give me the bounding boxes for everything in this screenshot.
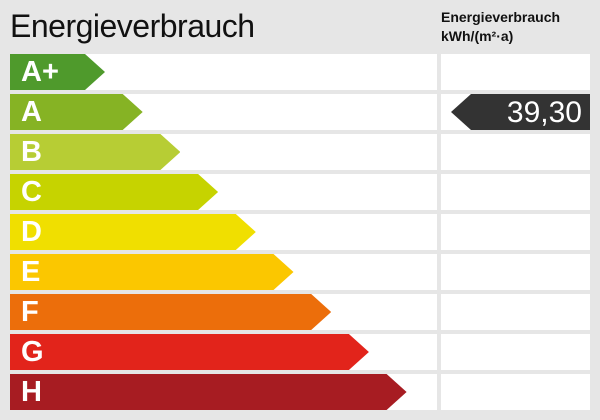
class-bar: G [10,334,369,370]
class-label: A+ [21,56,59,88]
class-bar: D [10,214,256,250]
class-label: H [21,376,42,408]
value-cell [441,134,590,170]
class-label: C [21,176,42,208]
value-text: 39,30 [506,96,582,129]
class-bar: H [10,374,407,410]
class-label: F [21,296,39,328]
value-cell [441,214,590,250]
value-cell [441,54,590,90]
page-title: Energieverbrauch [10,8,255,44]
value-cell [441,374,590,410]
value-cell [441,294,590,330]
class-bar: A+ [10,54,105,90]
value-indicator: 39,30 [451,94,590,130]
unit-line-2: kWh/(m²·a) [441,28,514,44]
class-bar: F [10,294,331,330]
class-label: B [21,136,42,168]
class-label: G [21,336,44,368]
class-bar: E [10,254,294,290]
class-label: A [21,96,42,128]
class-bar: C [10,174,218,210]
unit-label: Energieverbrauch kWh/(m²·a) [441,8,560,46]
value-cell [441,174,590,210]
class-bar: A [10,94,143,130]
value-cell [441,334,590,370]
unit-line-1: Energieverbrauch [441,9,561,25]
class-label: E [21,256,41,288]
class-bar: B [10,134,180,170]
value-cell [441,254,590,290]
class-label: D [21,216,42,248]
